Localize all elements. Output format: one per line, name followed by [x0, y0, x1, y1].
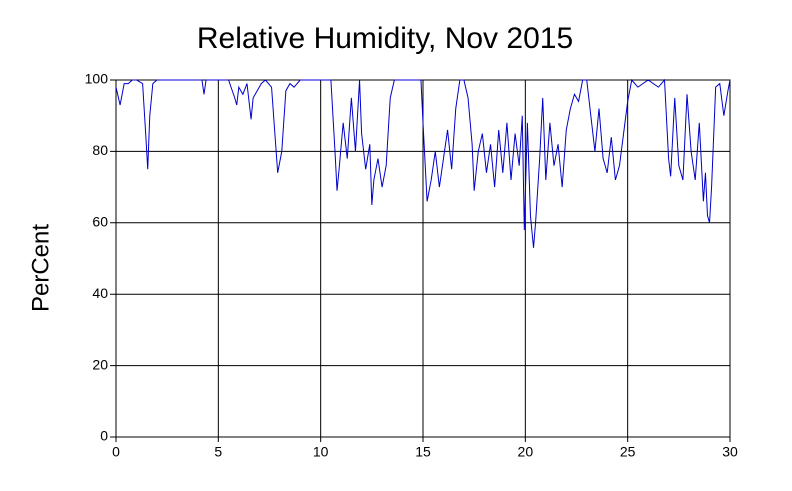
x-tick-label: 0 — [112, 444, 120, 460]
x-tick-label: 20 — [518, 444, 534, 460]
y-axis-label: PerCent — [27, 224, 54, 312]
y-tick-label: 60 — [92, 214, 108, 230]
x-tick-label: 10 — [313, 444, 329, 460]
x-tick-label: 25 — [620, 444, 636, 460]
y-tick-label: 40 — [92, 285, 108, 301]
y-tick-label: 0 — [100, 428, 108, 444]
chart-title: Relative Humidity, Nov 2015 — [197, 22, 573, 55]
plot-frame — [115, 79, 731, 438]
data-line — [115, 78, 731, 248]
y-tick-label: 80 — [92, 142, 108, 158]
y-tick-label: 20 — [92, 356, 108, 372]
x-tick-label: 5 — [214, 444, 222, 460]
x-tick-label: 30 — [722, 444, 738, 460]
x-tick-label: 15 — [415, 444, 431, 460]
y-tick-label: 100 — [85, 71, 109, 87]
